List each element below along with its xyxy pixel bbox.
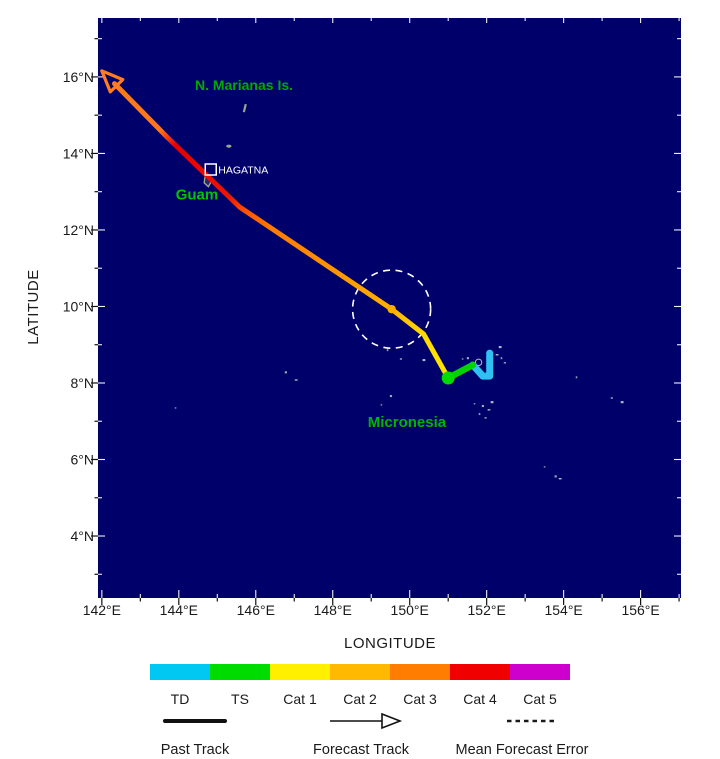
- lon-tick-label: 152°E: [468, 602, 506, 618]
- place-label: Guam: [176, 187, 219, 204]
- axis-ticks: [91, 18, 681, 605]
- error-dash-symbol: [507, 719, 555, 723]
- atoll-speck: [478, 412, 481, 416]
- rota-island: [226, 144, 232, 148]
- atoll-speck: [554, 475, 557, 478]
- place-labels: N. Marianas Is. Guam Micronesia: [176, 77, 447, 431]
- atoll-speck: [473, 403, 476, 405]
- lon-tick-label: 144°E: [160, 602, 198, 618]
- lat-tick-label: 12°N: [63, 222, 94, 238]
- atoll-speck: [422, 359, 426, 362]
- atoll-speck: [558, 478, 562, 480]
- atoll-speck: [575, 376, 578, 379]
- lon-tick-label: 142°E: [83, 602, 121, 618]
- lat-tick-label: 14°N: [63, 145, 94, 161]
- city-marker-hagatna: HAGATNA: [204, 163, 268, 177]
- x-axis-title: LONGITUDE: [344, 635, 436, 652]
- city-square-icon: [204, 163, 218, 176]
- atoll-speck: [490, 401, 494, 404]
- category-colorbar: [150, 664, 570, 680]
- saipan-island: [242, 103, 247, 113]
- atoll-speck: [495, 354, 499, 356]
- category-labels: TD TS Cat 1 Cat 2 Cat 3 Cat 4 Cat 5: [150, 691, 570, 707]
- forecast-arrowhead-icon: [381, 712, 403, 730]
- forecast-track-label: Forecast Track: [313, 742, 409, 758]
- atoll-speck: [498, 346, 502, 349]
- ring-atoll: [474, 358, 483, 367]
- atoll-speck: [620, 401, 624, 404]
- y-axis-title: LATITUDE: [25, 269, 42, 344]
- lon-tick-label: 148°E: [314, 602, 352, 618]
- lon-tick-label: 150°E: [391, 602, 429, 618]
- lat-tick-label: 10°N: [63, 298, 94, 314]
- legend-seg-cat-4: [450, 664, 510, 680]
- forecast-position-dot: [387, 304, 396, 314]
- legend-cat-label: TD: [170, 691, 190, 707]
- atoll-speck: [500, 357, 503, 360]
- atoll-speck: [503, 362, 506, 364]
- past-track-td: [469, 349, 494, 380]
- legend-cat-label: Cat 3: [403, 691, 437, 707]
- legend-cat-label: TS: [231, 691, 249, 707]
- lat-tick-label: 16°N: [63, 69, 94, 85]
- error-circle: [351, 269, 432, 349]
- past-track-symbol: [163, 719, 227, 723]
- atoll-speck: [466, 357, 470, 360]
- track-map: 142°E 144°E 146°E 148°E 150°E 152°E 154°E 156°E…: [25, 18, 681, 652]
- legend-cat-label: Cat 2: [343, 691, 377, 707]
- legend-cat-label: Cat 5: [523, 691, 557, 707]
- atoll-speck: [386, 349, 389, 352]
- atoll-speck: [399, 358, 403, 360]
- atoll-speck: [380, 404, 383, 406]
- legend-seg-td: [150, 664, 210, 680]
- place-label: Micronesia: [368, 414, 447, 431]
- atoll-speck: [294, 379, 298, 381]
- lat-tick-label: 6°N: [71, 452, 95, 468]
- current-position-dot: [441, 371, 455, 385]
- atoll-speck: [461, 358, 464, 360]
- lat-tick-label: 8°N: [71, 375, 95, 391]
- forecast-track-symbol: [330, 712, 403, 730]
- storm-tracks: [100, 69, 494, 385]
- lon-tick-label: 146°E: [237, 602, 275, 618]
- forecast-arrowhead-icon: [100, 69, 125, 94]
- mean-forecast-error-circle: [351, 269, 432, 349]
- axis-tick-labels: 142°E 144°E 146°E 148°E 150°E 152°E 154°E 156°E…: [63, 69, 660, 618]
- legend-seg-ts: [210, 664, 270, 680]
- legend-seg-cat-3: [390, 664, 450, 680]
- city-label: HAGATNA: [218, 165, 268, 177]
- legend-seg-cat-1: [270, 664, 330, 680]
- lon-tick-label: 156°E: [621, 602, 659, 618]
- past-track-label: Past Track: [160, 742, 230, 758]
- legend-seg-cat-5: [510, 664, 570, 680]
- atoll-speck: [481, 404, 485, 408]
- forecast-track: [112, 81, 451, 381]
- legend-cat-label: Cat 4: [463, 691, 497, 707]
- atoll-speck: [543, 466, 546, 468]
- atoll-speck: [484, 417, 487, 419]
- lon-tick-label: 154°E: [544, 602, 582, 618]
- atoll-speck: [284, 371, 287, 374]
- atoll-speck: [389, 394, 393, 398]
- place-label: N. Marianas Is.: [195, 77, 293, 93]
- lat-tick-label: 4°N: [71, 528, 95, 544]
- legend-cat-label: Cat 1: [283, 691, 317, 707]
- error-label: Mean Forecast Error: [455, 742, 589, 758]
- atoll-speck: [174, 407, 177, 409]
- atoll-speck: [487, 409, 491, 411]
- atoll-speck: [610, 397, 613, 399]
- legend-seg-cat-2: [330, 664, 390, 680]
